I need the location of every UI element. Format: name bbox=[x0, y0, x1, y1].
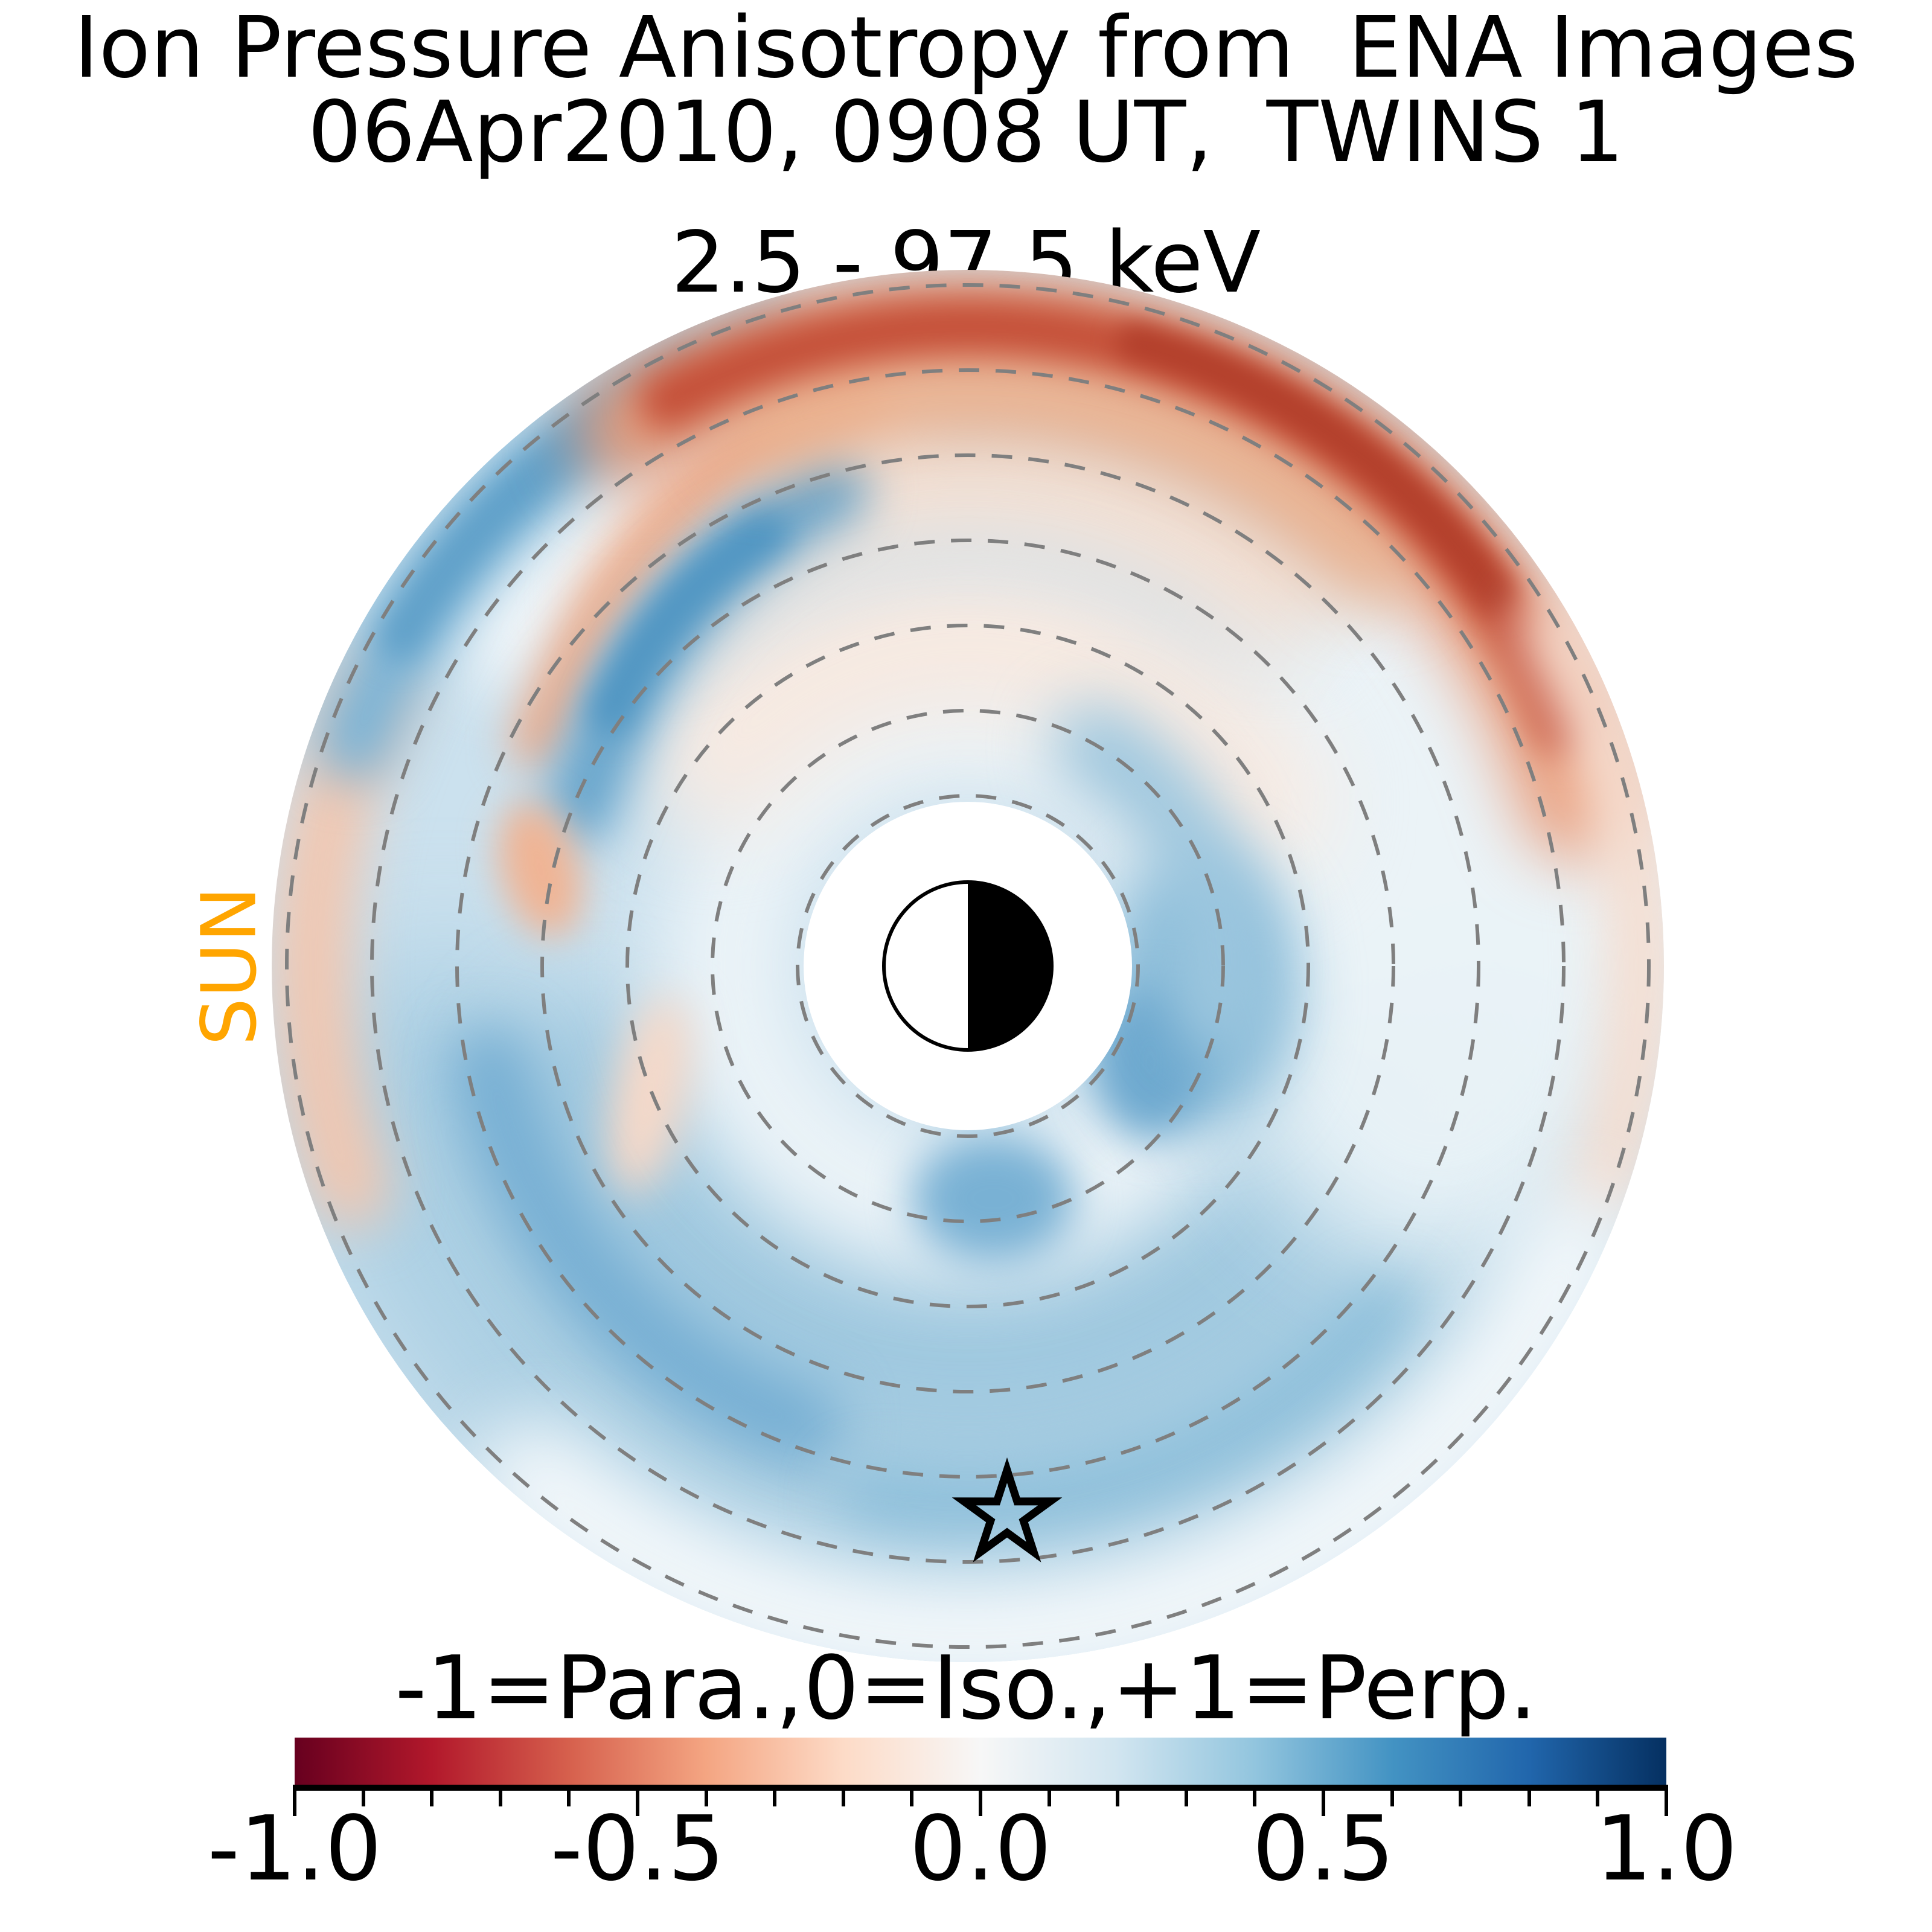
figure-title-line1: Ion Pressure Anisotropy from ENA Images bbox=[74, 0, 1858, 97]
colorbar-minor-tick bbox=[1390, 1791, 1394, 1806]
sun-direction-label: SUN bbox=[185, 886, 273, 1046]
earth-symbol bbox=[882, 880, 1054, 1052]
colorbar-tick-label: 0.0 bbox=[909, 1797, 1052, 1901]
colorbar-minor-tick bbox=[1184, 1791, 1188, 1806]
colorbar-minor-tick bbox=[910, 1791, 914, 1806]
earth-nightside-half bbox=[968, 882, 1052, 1050]
colorbar-minor-tick bbox=[1596, 1791, 1600, 1806]
colorbar-minor-tick bbox=[1116, 1791, 1120, 1806]
colorbar-minor-tick bbox=[1527, 1791, 1531, 1806]
colorbar-minor-tick bbox=[430, 1791, 434, 1806]
colorbar-gradient bbox=[295, 1738, 1666, 1785]
colorbar-tick-label: -0.5 bbox=[550, 1797, 725, 1901]
star-marker bbox=[952, 1457, 1063, 1563]
colorbar-major-tick bbox=[293, 1791, 296, 1816]
figure-title-line2: 06Apr2010, 0908 UT, TWINS 1 bbox=[307, 83, 1625, 182]
colorbar-major-tick bbox=[1665, 1791, 1668, 1816]
colorbar-minor-tick bbox=[773, 1791, 777, 1806]
colorbar-minor-tick bbox=[567, 1791, 571, 1806]
colorbar-tick-label: 0.5 bbox=[1252, 1797, 1395, 1901]
colorbar-minor-tick bbox=[1459, 1791, 1463, 1806]
l-shell-grid-rings bbox=[285, 283, 1651, 1649]
colorbar-minor-tick bbox=[1253, 1791, 1257, 1806]
colorbar-minor-tick bbox=[361, 1791, 365, 1806]
colorbar-major-tick bbox=[979, 1791, 982, 1816]
colorbar-minor-tick bbox=[498, 1791, 502, 1806]
colorbar-tick-label: 1.0 bbox=[1595, 1797, 1738, 1901]
colorbar-minor-tick bbox=[1047, 1791, 1051, 1806]
colorbar-title: -1=Para.,0=Iso.,+1=Perp. bbox=[395, 1637, 1537, 1739]
colorbar-tick-label: -1.0 bbox=[207, 1797, 382, 1901]
colorbar-minor-tick bbox=[704, 1791, 708, 1806]
colorbar-minor-tick bbox=[841, 1791, 845, 1806]
colorbar-major-tick bbox=[636, 1791, 639, 1816]
colorbar-spine bbox=[293, 1785, 1668, 1791]
colorbar-major-tick bbox=[1322, 1791, 1325, 1816]
